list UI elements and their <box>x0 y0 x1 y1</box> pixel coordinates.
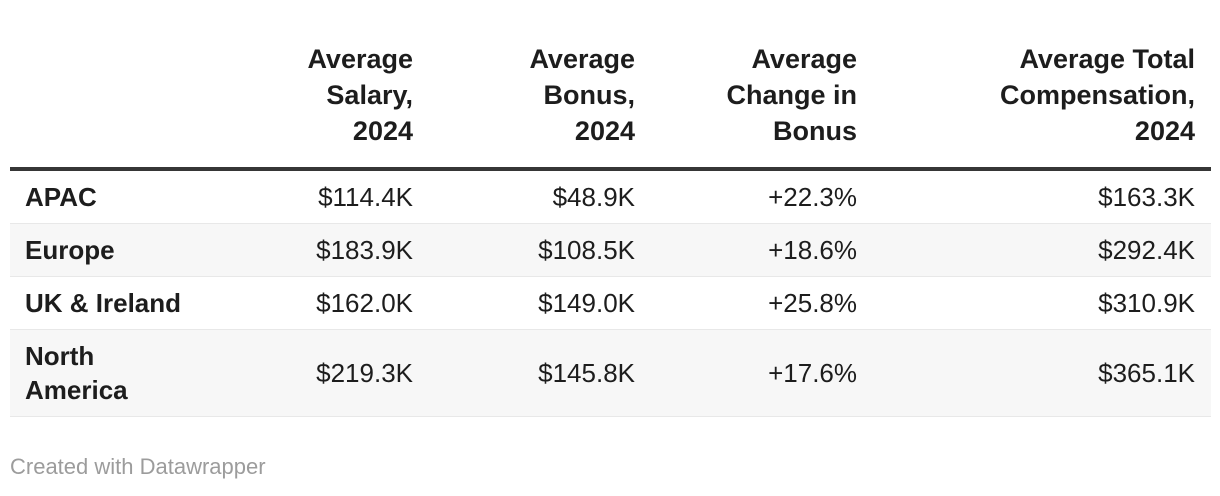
cell-value: $365.1K <box>873 329 1211 417</box>
compensation-table: Average Salary, 2024 Average Bonus, 2024 A… <box>10 0 1211 417</box>
cell-value: $145.8K <box>429 329 651 417</box>
cell-value: $292.4K <box>873 223 1211 277</box>
table-body: APAC $114.4K $48.9K +22.3% $163.3K Europe $183… <box>10 169 1211 417</box>
header-row: Average Salary, 2024 Average Bonus, 2024 A… <box>10 0 1211 171</box>
row-label: UK & Ireland <box>10 276 230 330</box>
cell-value: $48.9K <box>429 169 651 224</box>
cell-value: +22.3% <box>651 169 873 224</box>
row-label-column-header <box>10 0 230 171</box>
cell-value: $149.0K <box>429 276 651 330</box>
column-header: Average Salary, 2024 <box>230 0 429 171</box>
cell-value: $114.4K <box>230 169 429 224</box>
row-label: APAC <box>10 169 230 224</box>
row-label: North America <box>10 329 230 417</box>
column-header: Average Total Compensation, 2024 <box>873 0 1211 171</box>
table-row: North America $219.3K $145.8K +17.6% $365.1K <box>10 329 1211 417</box>
row-label: Europe <box>10 223 230 277</box>
table-row: UK & Ireland $162.0K $149.0K +25.8% $310.9K <box>10 276 1211 330</box>
cell-value: +18.6% <box>651 223 873 277</box>
cell-value: $183.9K <box>230 223 429 277</box>
cell-value: $163.3K <box>873 169 1211 224</box>
cell-value: +25.8% <box>651 276 873 330</box>
table-row: Europe $183.9K $108.5K +18.6% $292.4K <box>10 223 1211 277</box>
cell-value: +17.6% <box>651 329 873 417</box>
cell-value: $219.3K <box>230 329 429 417</box>
cell-value: $310.9K <box>873 276 1211 330</box>
cell-value: $108.5K <box>429 223 651 277</box>
column-header: Average Change in Bonus <box>651 0 873 171</box>
table-row: APAC $114.4K $48.9K +22.3% $163.3K <box>10 169 1211 224</box>
column-header: Average Bonus, 2024 <box>429 0 651 171</box>
cell-value: $162.0K <box>230 276 429 330</box>
datawrapper-credit-link[interactable]: Created with Datawrapper <box>10 454 266 479</box>
